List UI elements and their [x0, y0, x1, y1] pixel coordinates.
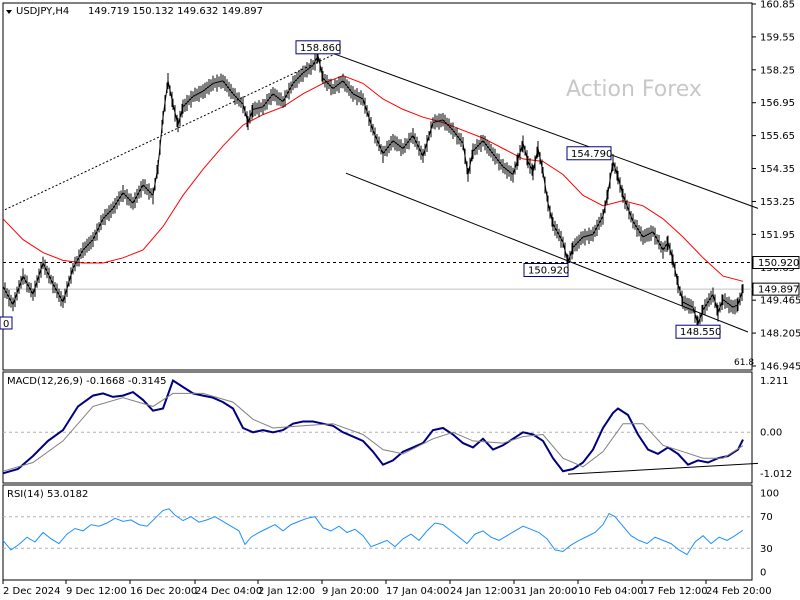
rsi-title: RSI(14) 53.0182: [7, 489, 88, 500]
price-y-tick-label: 160.85: [760, 0, 795, 11]
macd-y-tick-label: 1.211: [760, 376, 789, 387]
x-tick-label: 10 Feb 04:00: [578, 586, 644, 597]
current-price-box: [752, 282, 800, 296]
watermark: Action Forex: [566, 77, 702, 102]
moving-average-line: [2, 75, 744, 282]
price-y-tick-label: 159.55: [760, 32, 795, 43]
price-annotation-box: [295, 40, 341, 55]
x-tick-label: 24 Dec 04:00: [195, 586, 262, 597]
macd-layer: MACD(12,26,9) -0.1668 -0.3145: [2, 376, 759, 475]
price-y-tick-label: 153.25: [760, 197, 795, 208]
macd-signal-line: [2, 392, 744, 472]
macd-trendline: [567, 462, 759, 475]
price-layer: 158.860 154.790 150.920 148.550 0 61.8: [0, 40, 759, 368]
price-y-tick-label: 154.35: [760, 164, 795, 175]
price-annotation-box: [675, 324, 721, 339]
price-y-tick-label: 155.65: [760, 131, 795, 142]
price-y-tick-label: 146.945: [760, 362, 800, 373]
x-tick-label: 31 Jan 20:00: [514, 586, 577, 597]
rsi-layer: RSI(14) 53.0182: [2, 489, 752, 556]
chart-ohlc: 149.719 150.132 149.632 149.897: [88, 6, 263, 17]
channel-upper-line: [332, 52, 759, 209]
price-annotation-label: 158.860: [300, 43, 341, 54]
level-label-box: [752, 256, 800, 270]
left-edge-label: 0: [3, 319, 9, 330]
price-annotation-label: 148.550: [680, 327, 721, 338]
rsi-y-tick-label: 70: [760, 512, 773, 523]
price-annotation-box: [566, 146, 612, 161]
level-label: 150.920: [758, 258, 799, 269]
rsi-y-tick-label: 30: [760, 544, 773, 555]
fib-corner-label: 61.8: [734, 358, 754, 368]
macd-line: [2, 378, 744, 475]
channel-lower-line: [345, 172, 749, 333]
rsi-y-tick-label: 0: [760, 568, 766, 579]
rsi-y-tick-label: 100: [760, 489, 779, 500]
x-tick-label: 24 Feb 20:00: [706, 586, 772, 597]
price-annotation-label: 150.920: [528, 266, 569, 277]
x-tick-label: 24 Jan 12:00: [450, 586, 513, 597]
chart-symbol: USDJPY,H4: [16, 6, 69, 17]
rsi-panel: [2, 484, 753, 581]
macd-panel: [2, 371, 753, 484]
x-tick-label: 17 Jan 04:00: [386, 586, 449, 597]
collapse-arrow-icon[interactable]: [6, 10, 12, 14]
x-tick-label: 2 Dec 2024: [3, 586, 61, 597]
rsi-line: [2, 508, 744, 556]
x-tick-label: 2 Jan 12:00: [258, 586, 315, 597]
price-y-tick-label: 151.95: [760, 230, 795, 241]
macd-y-tick-label: -1.012: [760, 469, 792, 480]
trend-dotted-line: [4, 53, 337, 211]
x-tick-label: 17 Feb 12:00: [642, 586, 708, 597]
price-panel: [2, 2, 753, 371]
x-tick-label: 16 Dec 20:00: [130, 586, 197, 597]
x-tick-label: 9 Dec 12:00: [66, 586, 127, 597]
x-tick-label: 9 Jan 20:00: [322, 586, 379, 597]
level-label: 149.897: [758, 285, 799, 296]
price-y-tick-label: 156.95: [760, 98, 795, 109]
price-y-tick-label: 158.25: [760, 65, 795, 76]
price-y-tick-label: 148.205: [760, 329, 800, 340]
price-annotation-label: 154.790: [571, 149, 612, 160]
price-y-tick-label: 149.465: [760, 296, 800, 307]
left-edge-box: [0, 316, 13, 330]
price-annotation-box: [523, 263, 569, 278]
macd-y-tick-label: 0.00: [760, 427, 782, 438]
price-line: [2, 54, 744, 326]
macd-title: MACD(12,26,9) -0.1668 -0.3145: [7, 376, 167, 387]
